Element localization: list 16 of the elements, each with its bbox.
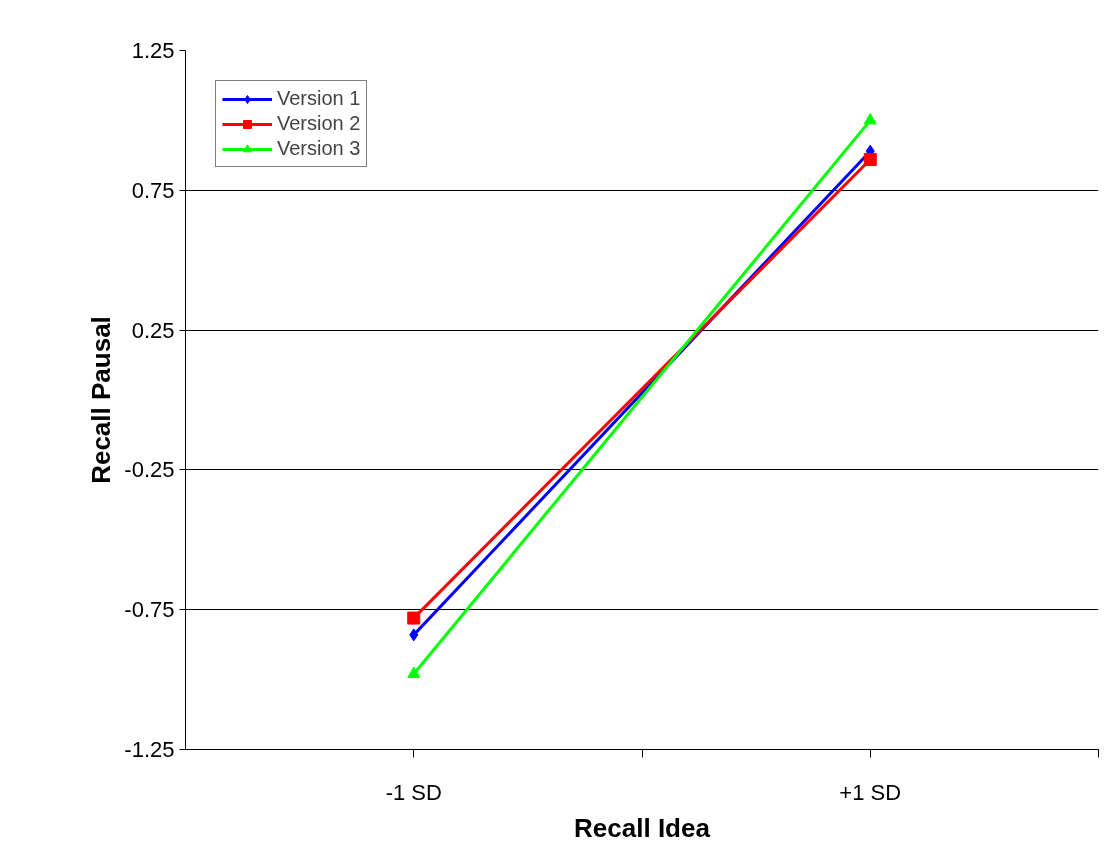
x-tick-label: +1 SD	[839, 779, 902, 805]
x-axis-title: Recall Idea	[574, 812, 711, 843]
y-tick-label: 0.75	[131, 177, 175, 203]
x-tick-label: -1 SD	[385, 779, 442, 805]
legend-label: Version 3	[277, 137, 361, 160]
point	[409, 628, 419, 642]
y-tick-label: -0.25	[124, 457, 175, 483]
y-tick-label: -0.75	[124, 597, 175, 623]
y-axis-title: Recall Pausal	[86, 316, 117, 484]
legend-label: Version 2	[277, 112, 361, 135]
y-tick-label: -1.25	[124, 737, 175, 762]
point	[863, 153, 877, 167]
point	[407, 611, 421, 625]
y-tick-label: 1.25	[131, 38, 175, 63]
legend-label: Version 1	[277, 87, 361, 110]
y-tick-label: 0.25	[131, 317, 175, 343]
